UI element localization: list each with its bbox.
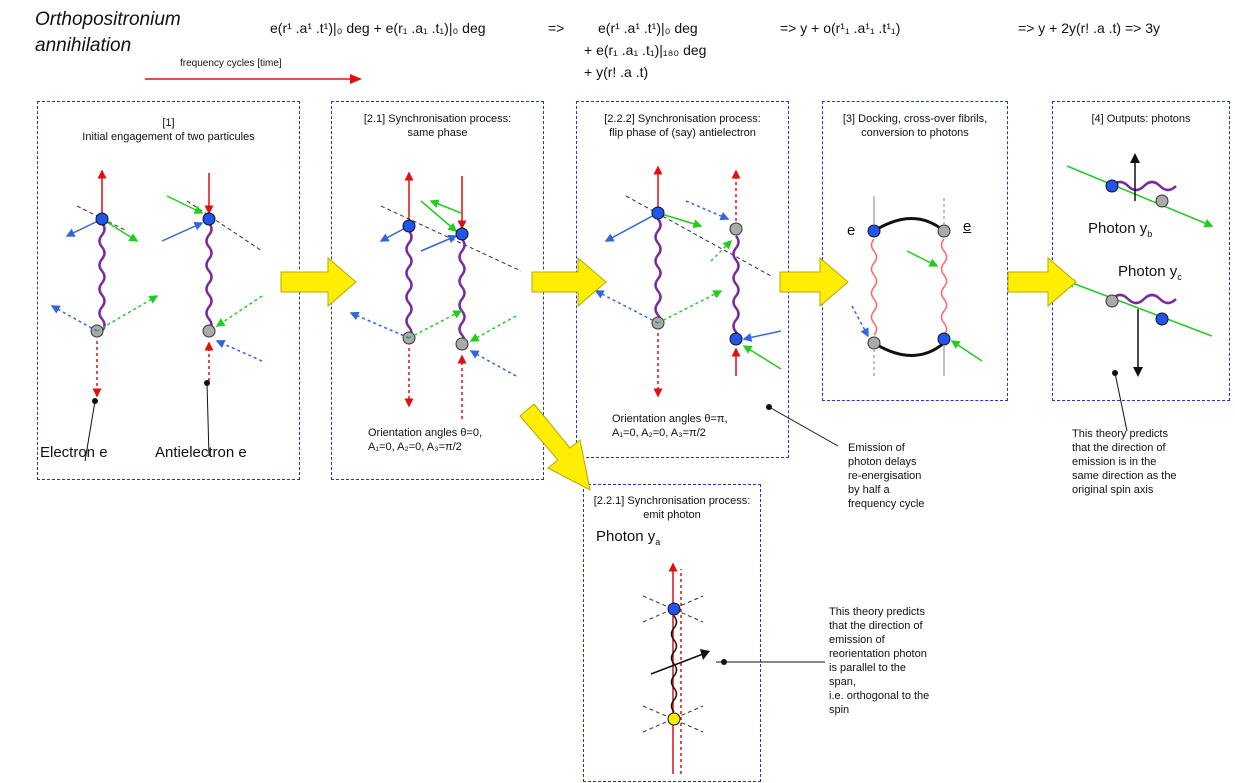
equation-2c: + y(r! .a .t) <box>584 64 649 80</box>
panel-4-drawing <box>1065 153 1214 432</box>
panel-2-2-2-drawing <box>594 165 839 447</box>
note-theory-span: This theory predicts that the direction … <box>829 606 930 716</box>
panel-4-title: [4] Outputs: photons <box>1091 113 1191 125</box>
equation-1: e(r¹ .a¹ .t¹)|₀ deg + e(r₁ .a₁ .t₁)|₀ de… <box>270 20 486 36</box>
electron-left-axes <box>50 169 159 398</box>
panel-2-1-title: [2.1] Synchronisation process: same phas… <box>363 113 512 139</box>
timeline-label: frequency cycles [time] <box>180 58 282 69</box>
equation-arrow: => <box>548 20 565 36</box>
equation-4: => y + 2y(r! .a .t) => 3y <box>1018 20 1161 36</box>
panel-1-title: [1] Initial engagement of two particules <box>82 117 255 143</box>
title-line2: annihilation <box>35 35 132 56</box>
title-line1: Orthopositronium <box>35 9 181 30</box>
photon-b-label: Photon yb <box>1088 220 1153 239</box>
panel-2-1-drawing <box>349 171 522 419</box>
antielectron-label: Antielectron e <box>155 444 247 461</box>
panel-3-drawing <box>851 196 983 376</box>
equation-3: => y + o(r¹₁ .a¹₁ .t¹₁) <box>780 20 901 36</box>
equation-2b: + e(r₁ .a₁ .t₁)|₁₈₀ deg <box>584 42 707 58</box>
panel-2-2-2-angles: Orientation angles θ=π, A₁=0, A₂=0, A₃=π… <box>612 413 728 439</box>
note-emission-delay: Emission of photon delays re-energisatio… <box>848 442 925 510</box>
panel-2-2-1-drawing <box>642 562 710 774</box>
panel-3-e-right: e <box>963 218 972 235</box>
panel-3 <box>822 101 1008 401</box>
panel-2-2-2-title: [2.2.2] Synchronisation process: flip ph… <box>604 113 761 139</box>
electron-label: Electron e <box>40 444 108 461</box>
panel-2-1-angles: Orientation angles θ=0, A₁=0, A₂=0, A₃=π… <box>368 427 483 453</box>
panel-3-e-left: e <box>847 222 856 239</box>
panel-4 <box>1052 101 1230 401</box>
equation-2a: e(r¹ .a¹ .t¹)|₀ deg <box>598 20 698 36</box>
note-theory-spin-axis: This theory predicts that the direction … <box>1072 428 1177 496</box>
panel-1-drawing <box>50 169 263 462</box>
panel-3-title: [3] Docking, cross-over fibrils, convers… <box>842 113 988 139</box>
timeline-arrow <box>145 74 362 84</box>
photon-a-label: Photon ya <box>596 528 661 547</box>
panel-2-2-1 <box>583 484 761 782</box>
antielectron-right-axes <box>161 173 263 381</box>
panel-2-2-1-title: [2.2.1] Synchronisation process: emit ph… <box>593 495 751 521</box>
photon-c-label: Photon yc <box>1118 263 1182 282</box>
